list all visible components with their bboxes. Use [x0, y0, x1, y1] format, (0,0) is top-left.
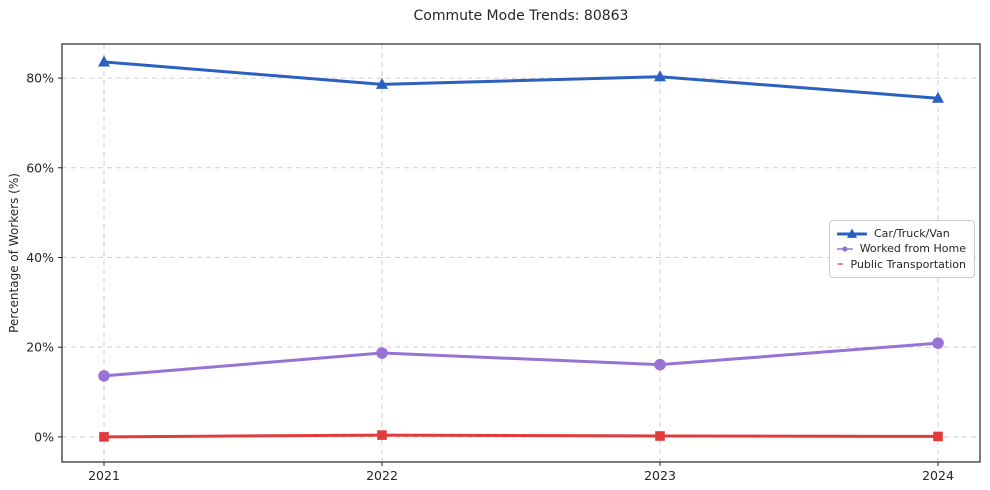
- legend-marker-icon-car-truck-van: [837, 228, 867, 238]
- legend: Car/Truck/Van Worked from Home Public Tran…: [829, 220, 975, 278]
- data-point-car-truck-van: [98, 55, 110, 67]
- legend-label: Worked from Home: [859, 242, 966, 256]
- data-point-car-truck-van: [932, 91, 944, 103]
- legend-marker-icon-public-transportation: [837, 263, 844, 266]
- legend-marker-sample: [839, 263, 842, 266]
- data-point-public-transportation: [933, 431, 943, 442]
- data-point-worked-from-home: [98, 370, 110, 382]
- x-tick-label: 2021: [88, 468, 120, 483]
- y-tick-label: 60%: [26, 160, 54, 175]
- data-point-car-truck-van: [376, 77, 388, 89]
- data-point-car-truck-van: [654, 70, 666, 82]
- legend-marker-sample: [842, 246, 848, 252]
- x-tick-label: 2023: [644, 468, 676, 483]
- chart-title: Commute Mode Trends: 80863: [413, 8, 629, 24]
- data-point-worked-from-home: [932, 337, 944, 349]
- x-tick-label: 2022: [366, 468, 398, 483]
- data-point-public-transportation: [655, 431, 665, 441]
- data-point-worked-from-home: [654, 358, 666, 371]
- x-tick-label: 2024: [922, 468, 954, 483]
- legend-label: Car/Truck/Van: [874, 227, 950, 241]
- data-point-worked-from-home: [376, 347, 388, 359]
- legend-item-public-transportation: Public Transportation: [837, 257, 966, 272]
- legend-marker-sample: [846, 228, 858, 238]
- axes-frame: [61, 43, 981, 463]
- series-line-public-transportation: [102, 433, 940, 439]
- data-point-public-transportation: [99, 432, 109, 442]
- legend-item-car-truck-van: Car/Truck/Van: [837, 226, 966, 241]
- series-line-worked-from-home: [102, 341, 940, 378]
- data-point-public-transportation: [377, 430, 387, 440]
- y-tick-label: 40%: [26, 250, 54, 265]
- series-line-car-truck-van: [102, 60, 940, 100]
- y-tick-label: 80%: [26, 71, 54, 86]
- legend-marker-icon-worked-from-home: [837, 246, 853, 252]
- legend-item-worked-from-home: Worked from Home: [837, 241, 966, 256]
- legend-label: Public Transportation: [850, 257, 966, 271]
- y-tick-label: 0%: [34, 429, 54, 444]
- y-tick-label: 20%: [26, 340, 54, 355]
